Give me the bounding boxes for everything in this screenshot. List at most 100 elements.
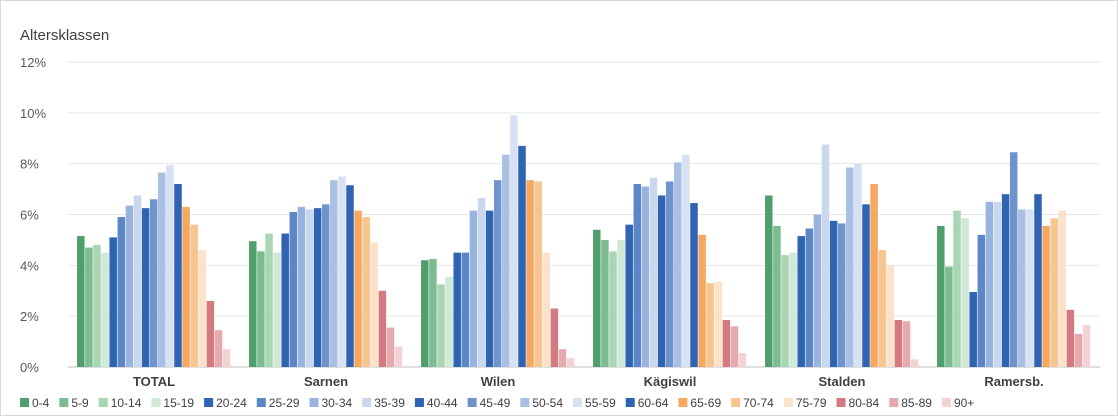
bar [166, 164, 174, 367]
bar [649, 177, 658, 367]
bar [378, 290, 387, 367]
legend-label: 90+ [954, 396, 974, 410]
legend-label: 45-49 [480, 396, 511, 410]
bar [558, 349, 567, 367]
y-tick-label: 4% [20, 258, 39, 273]
bar [617, 239, 625, 367]
y-tick-label: 8% [20, 157, 39, 172]
bar [461, 252, 470, 368]
legend-label: 75-79 [796, 396, 827, 410]
legend-swatch [467, 398, 477, 407]
bar [1026, 209, 1034, 367]
legend-item: 75-79 [783, 396, 827, 410]
bar [730, 326, 739, 367]
bar [386, 327, 395, 367]
bar [789, 252, 797, 368]
y-tick-label: 0% [20, 360, 39, 375]
bar [305, 209, 314, 367]
bar [1009, 152, 1018, 367]
x-axis-category-labels: TOTAL Sarnen Wilen Kägiswil Stalden Ramersb. [133, 374, 1044, 389]
legend-label: 80-84 [849, 396, 880, 410]
legend-swatch [151, 398, 161, 407]
y-tick-label: 12% [20, 55, 46, 70]
legend-swatch [625, 398, 635, 407]
bar [969, 292, 977, 367]
bar [674, 162, 682, 367]
bar [773, 225, 781, 367]
bar [1082, 325, 1091, 367]
bar [338, 176, 346, 368]
legend-item: 45-49 [467, 396, 511, 410]
bar [837, 223, 846, 367]
bar [781, 255, 789, 367]
legend-label: 0-4 [32, 396, 50, 410]
legend-swatch [204, 398, 214, 407]
legend-swatch [362, 398, 372, 407]
bar [421, 260, 429, 367]
bar [706, 283, 714, 368]
bar [1018, 209, 1026, 367]
bar [813, 214, 822, 367]
bar [550, 308, 559, 367]
bar [346, 185, 354, 367]
legend: 0-4 5-9 10-14 15-19 20-24 25-29 30-34 35-39 40-4… [20, 396, 974, 410]
legend-label: 35-39 [374, 396, 405, 410]
legend-item: 70-74 [731, 396, 774, 410]
bar [542, 252, 551, 368]
bar [362, 217, 370, 367]
bar [1074, 333, 1083, 367]
legend-label: 60-64 [638, 396, 669, 410]
bar [690, 203, 698, 367]
chart-title: Altersklassen [20, 27, 109, 44]
bar [330, 180, 338, 367]
legend-swatch [731, 398, 741, 407]
legend-swatch [941, 398, 951, 407]
legend-label: 10-14 [111, 396, 142, 410]
legend-swatch [98, 398, 108, 407]
legend-item: 10-14 [98, 396, 142, 410]
bar [953, 210, 961, 367]
bar [1058, 210, 1067, 367]
bar [133, 195, 142, 367]
bar [977, 234, 986, 367]
legend-swatch [309, 398, 319, 407]
bar [1001, 194, 1010, 367]
bar [477, 197, 486, 367]
bar [910, 359, 919, 368]
legend-swatch [836, 398, 846, 407]
bar [821, 144, 830, 367]
legend-item: 65-69 [678, 396, 721, 410]
legend-swatch [573, 398, 583, 407]
bar [641, 186, 650, 367]
legend-item: 50-54 [520, 396, 563, 410]
bar [961, 218, 969, 367]
x-tick-label: Ramersb. [984, 374, 1043, 389]
x-tick-label: Sarnen [304, 374, 348, 389]
bar [198, 250, 207, 367]
bar [321, 204, 330, 367]
bar [158, 172, 166, 367]
bar [534, 181, 542, 367]
bar [870, 184, 878, 367]
y-axis-tick-labels: 0% 2% 4% 6% 8% 10% 12% [20, 55, 46, 375]
bar [101, 252, 109, 368]
bar [273, 252, 281, 368]
x-tick-label: TOTAL [133, 374, 175, 389]
legend-item: 60-64 [625, 396, 669, 410]
gridlines [68, 61, 1100, 368]
bar [313, 208, 322, 367]
legend-item: 0-4 [20, 396, 50, 410]
bar [1066, 309, 1075, 367]
bar [829, 220, 838, 367]
bar [453, 252, 461, 368]
legend-label: 15-19 [163, 396, 194, 410]
legend-label: 70-74 [743, 396, 774, 410]
legend-item: 90+ [941, 396, 974, 410]
bar [633, 184, 642, 367]
bar [93, 245, 101, 367]
legend-label: 5-9 [71, 396, 89, 410]
bar [1034, 194, 1042, 367]
bar [902, 321, 911, 367]
bar [862, 204, 870, 367]
bar [765, 195, 773, 367]
